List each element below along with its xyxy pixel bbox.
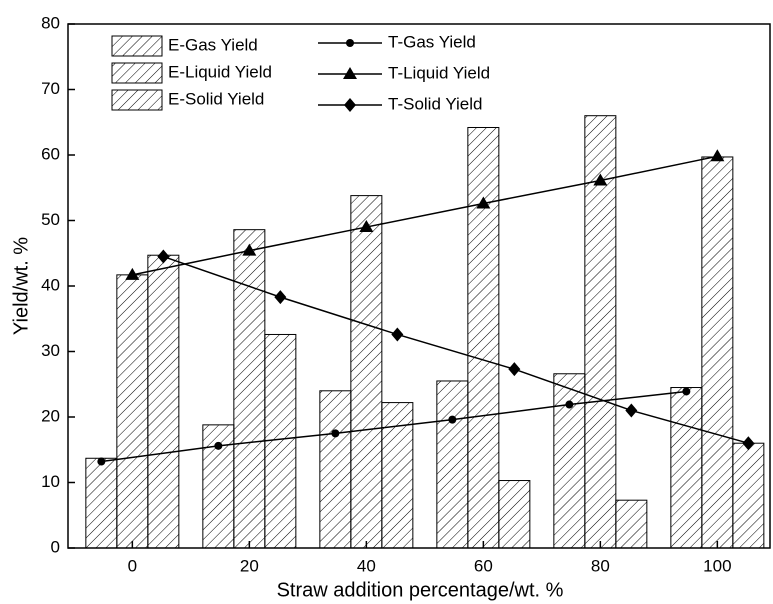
- marker: [742, 436, 755, 451]
- bar: [436, 380, 469, 549]
- marker: [593, 173, 608, 186]
- line: [163, 255, 749, 444]
- bar: [498, 480, 531, 549]
- legend-label: T-Gas Yield: [388, 32, 476, 51]
- bar: [147, 254, 180, 549]
- x-tick-label: 40: [357, 556, 376, 575]
- legend-swatch: [111, 89, 163, 111]
- bar: [701, 156, 734, 549]
- marker: [97, 457, 106, 466]
- y-tick-label: 50: [41, 210, 60, 229]
- y-tick-label: 30: [41, 341, 60, 360]
- bar: [615, 499, 648, 549]
- bar: [319, 390, 352, 549]
- bar: [553, 373, 586, 549]
- bar: [116, 274, 149, 549]
- bar: [584, 115, 617, 549]
- marker: [710, 149, 725, 162]
- legend-label: E-Solid Yield: [168, 89, 264, 108]
- marker: [214, 441, 223, 450]
- x-tick-label: 60: [474, 556, 493, 575]
- bar: [732, 442, 765, 549]
- marker: [346, 39, 354, 47]
- marker: [508, 362, 521, 377]
- marker: [344, 98, 356, 112]
- legend-label: T-Solid Yield: [388, 94, 483, 113]
- y-tick-label: 70: [41, 79, 60, 98]
- y-tick-label: 60: [41, 144, 60, 163]
- marker: [391, 327, 404, 342]
- bar: [264, 333, 297, 549]
- marker: [476, 196, 491, 209]
- marker: [359, 220, 374, 233]
- marker: [682, 387, 691, 396]
- x-tick-label: 100: [703, 556, 731, 575]
- y-tick-label: 0: [51, 537, 60, 556]
- line: [101, 390, 687, 463]
- marker: [625, 403, 638, 418]
- bar: [670, 387, 703, 549]
- legend-label: E-Gas Yield: [168, 35, 258, 54]
- marker: [448, 415, 457, 424]
- y-tick-label: 10: [41, 472, 60, 491]
- y-axis-label: Yield/wt. %: [10, 237, 32, 335]
- legend-label: E-Liquid Yield: [168, 62, 272, 81]
- marker: [565, 400, 574, 409]
- legend-swatch: [111, 62, 163, 84]
- marker: [343, 67, 357, 79]
- marker: [331, 429, 340, 438]
- bar: [467, 126, 500, 549]
- bar: [85, 457, 118, 549]
- x-tick-label: 80: [591, 556, 610, 575]
- marker: [157, 249, 170, 264]
- marker: [274, 290, 287, 305]
- bar: [233, 229, 266, 549]
- marker: [242, 243, 257, 256]
- legend-swatch: [111, 35, 163, 57]
- x-tick-label: 20: [240, 556, 259, 575]
- y-tick-label: 80: [41, 13, 60, 32]
- x-tick-label: 0: [128, 556, 137, 575]
- y-tick-label: 20: [41, 406, 60, 425]
- bar: [350, 195, 383, 549]
- y-tick-label: 40: [41, 275, 60, 294]
- legend-label: T-Liquid Yield: [388, 63, 490, 82]
- x-axis-label: Straw addition percentage/wt. %: [277, 579, 564, 601]
- line: [132, 155, 718, 276]
- marker: [125, 267, 140, 280]
